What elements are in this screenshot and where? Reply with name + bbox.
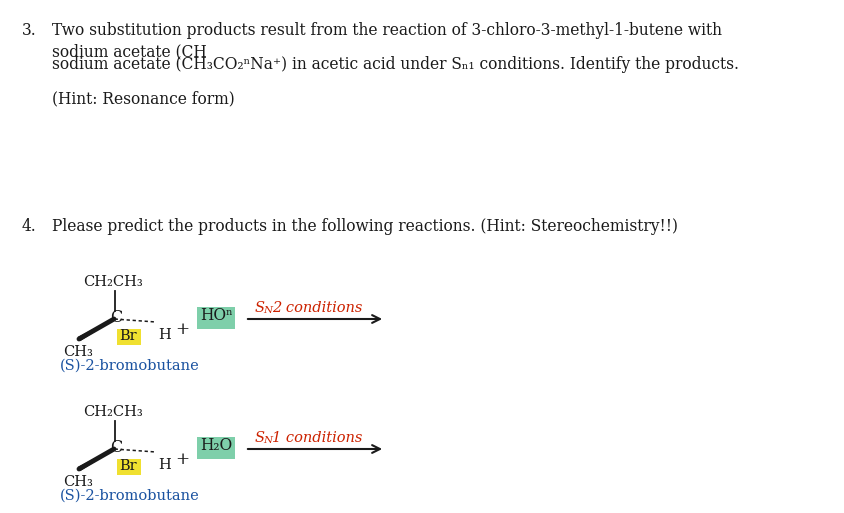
Text: H: H	[158, 328, 170, 342]
Text: Please predict the products in the following reactions. (Hint: Stereochemistry!!: Please predict the products in the follo…	[52, 218, 678, 235]
Text: CH₂CH₃: CH₂CH₃	[83, 275, 143, 289]
Text: (S)-2-bromobutane: (S)-2-bromobutane	[60, 489, 200, 503]
Text: H₂O: H₂O	[200, 437, 232, 454]
Polygon shape	[78, 448, 114, 471]
Text: CH₃: CH₃	[63, 475, 93, 489]
Text: sodium acetate (CH: sodium acetate (CH	[52, 43, 207, 60]
Text: Br: Br	[119, 329, 137, 343]
Text: HOⁿ: HOⁿ	[200, 307, 233, 324]
Bar	[197, 307, 235, 329]
Text: N: N	[263, 306, 272, 315]
Text: 3.: 3.	[22, 22, 37, 39]
Text: S: S	[255, 301, 265, 315]
Text: H: H	[158, 458, 170, 472]
Text: sodium acetate (CH₃CO₂ⁿNa⁺) in acetic acid under Sₙ₁ conditions. Identify the pr: sodium acetate (CH₃CO₂ⁿNa⁺) in acetic ac…	[52, 56, 739, 73]
Text: Two substitution products result from the reaction of 3-chloro-3-methyl-1-butene: Two substitution products result from th…	[52, 22, 722, 39]
Text: +: +	[175, 321, 189, 338]
Polygon shape	[78, 319, 114, 341]
Text: CH₂CH₃: CH₂CH₃	[83, 405, 143, 419]
Text: CH₃: CH₃	[63, 345, 93, 359]
Text: Br: Br	[119, 459, 137, 473]
Text: S: S	[255, 431, 265, 445]
Text: N: N	[263, 436, 272, 445]
Bar	[117, 459, 141, 475]
Text: 4.: 4.	[22, 218, 37, 235]
Text: 2 conditions: 2 conditions	[272, 301, 362, 315]
Text: (Hint: Resonance form): (Hint: Resonance form)	[52, 90, 235, 107]
Bar	[117, 329, 141, 345]
Text: 1 conditions: 1 conditions	[272, 431, 362, 445]
Text: C: C	[110, 439, 122, 456]
Text: (S)-2-bromobutane: (S)-2-bromobutane	[60, 359, 200, 373]
Bar	[197, 437, 235, 459]
Text: C: C	[110, 309, 122, 326]
Text: +: +	[175, 451, 189, 468]
